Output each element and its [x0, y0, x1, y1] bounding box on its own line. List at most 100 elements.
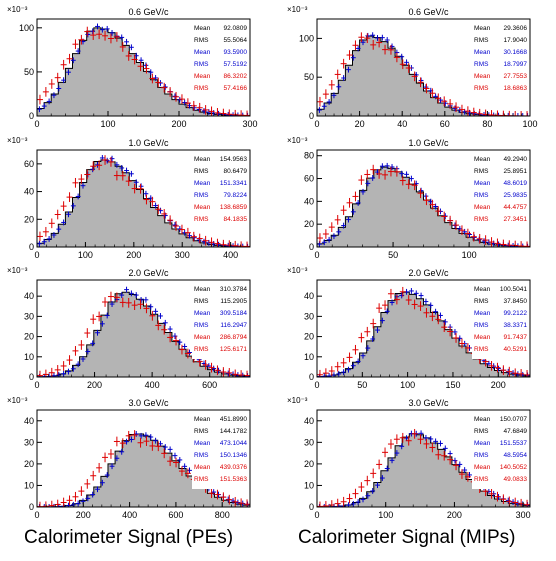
- stat-label: RMS: [194, 322, 209, 329]
- x-tick-label: 20: [355, 119, 365, 129]
- stats-background: [192, 413, 249, 489]
- y-tick-label: 20: [24, 214, 34, 224]
- stat-label: Mean: [194, 156, 211, 163]
- panel-title: 2.0 GeV/c: [128, 268, 169, 278]
- stat-value: 47.6849: [504, 428, 528, 435]
- x-tick-label: 200: [491, 380, 506, 390]
- y-tick-label: 40: [24, 187, 34, 197]
- stat-value: 49.2940: [504, 156, 528, 163]
- y-axis-ticks: 0 10 20 30 40: [24, 291, 42, 382]
- stat-value: 93.5900: [224, 49, 248, 56]
- histogram-panel: 0 20 40 60 80 100 0 50 100 ×10⁻³ 0.6 GeV/c Mean 29.3…: [287, 5, 538, 129]
- y-tick-label: 10: [24, 480, 34, 490]
- x-tick-label: 100: [400, 380, 415, 390]
- x-axis-ticks: 0 20 40 60 80 100: [314, 111, 538, 129]
- series-red: [37, 155, 250, 247]
- x-tick-label: 200: [447, 510, 462, 520]
- stat-value: 40.5291: [504, 346, 528, 353]
- x-tick-label: 80: [482, 119, 492, 129]
- panel-title: 1.0 GeV/c: [408, 138, 449, 148]
- y-exponent-label: ×10⁻³: [287, 396, 308, 405]
- stat-label: Mean: [474, 73, 491, 80]
- y-tick-label: 0: [309, 242, 314, 252]
- plot-area: [317, 286, 530, 377]
- y-axis-ticks: 0 50 100: [19, 23, 42, 121]
- stats-background: [192, 153, 249, 229]
- y-tick-label: 10: [24, 352, 34, 362]
- histogram-reference-fill: [317, 291, 530, 377]
- stat-value: 38.3371: [504, 322, 528, 329]
- x-tick-label: 50: [357, 380, 367, 390]
- stat-value: 115.2905: [220, 298, 247, 305]
- y-tick-label: 10: [304, 480, 314, 490]
- x-tick-label: 50: [388, 250, 398, 260]
- plot-frame: [316, 279, 531, 378]
- y-tick-label: 20: [24, 332, 34, 342]
- stat-value: 116.2947: [220, 322, 247, 329]
- stat-label: Mean: [474, 180, 491, 187]
- stat-label: RMS: [194, 85, 209, 92]
- stat-value: 91.7437: [504, 334, 528, 341]
- panel-title: 3.0 GeV/c: [408, 398, 449, 408]
- series-blue: [317, 162, 530, 247]
- stat-value: 473.1044: [220, 440, 247, 447]
- stat-label: Mean: [474, 464, 491, 471]
- x-tick-label: 100: [522, 119, 537, 129]
- y-tick-label: 20: [304, 459, 314, 469]
- y-tick-label: 0: [309, 111, 314, 121]
- stat-value: 92.0809: [224, 25, 248, 32]
- stat-label: RMS: [194, 476, 209, 483]
- stat-label: Mean: [194, 464, 211, 471]
- x-tick-label: 400: [145, 380, 160, 390]
- stat-label: RMS: [194, 216, 209, 223]
- x-tick-label: 800: [215, 510, 230, 520]
- y-tick-label: 40: [24, 291, 34, 301]
- stat-label: RMS: [194, 61, 209, 68]
- plot-frame: [36, 279, 251, 378]
- histogram-panel: 0 100 200 300 0 10 20 30 40 ×10⁻³ 3.0 GeV/c Mean 150…: [287, 396, 531, 520]
- series-blue: [37, 155, 250, 247]
- histogram-panel: 0 50 100 150 200 0 10 20 30 40 ×10⁻³ 2.0 GeV/c Mean 1…: [287, 266, 531, 390]
- y-axis-ticks: 0 10 20 30 40: [304, 416, 322, 512]
- panel-title: 1.0 GeV/c: [128, 138, 169, 148]
- stat-label: Mean: [474, 25, 491, 32]
- stat-label: RMS: [474, 428, 489, 435]
- y-tick-label: 0: [29, 242, 34, 252]
- stat-label: Mean: [194, 416, 211, 423]
- y-tick-label: 0: [309, 372, 314, 382]
- plot-area: [37, 155, 250, 247]
- stat-value: 55.5064: [224, 37, 248, 44]
- plot-frame: [316, 18, 531, 117]
- y-tick-label: 40: [304, 291, 314, 301]
- y-tick-label: 40: [304, 416, 314, 426]
- y-axis-ticks: 0 20 40 60: [24, 159, 42, 252]
- stat-label: Mean: [474, 286, 491, 293]
- stat-label: RMS: [474, 452, 489, 459]
- x-tick-label: 200: [87, 380, 102, 390]
- stat-value: 48.5954: [504, 452, 528, 459]
- y-exponent-label: ×10⁻³: [287, 266, 308, 275]
- stats-box: Mean 150.0707 RMS 47.6849 Mean 151.5537 RMS 48.…: [472, 413, 529, 489]
- stat-value: 29.3606: [504, 25, 528, 32]
- plot-frame: [36, 409, 251, 508]
- y-tick-label: 100: [299, 33, 314, 43]
- y-tick-label: 0: [29, 372, 34, 382]
- stat-label: RMS: [474, 192, 489, 199]
- stat-value: 57.4166: [224, 85, 248, 92]
- y-tick-label: 60: [24, 159, 34, 169]
- stat-label: RMS: [474, 216, 489, 223]
- y-tick-label: 50: [24, 67, 34, 77]
- x-axis-ticks: 0 50 100 150 200: [314, 372, 526, 390]
- y-tick-label: 100: [19, 23, 34, 33]
- series-blue: [37, 23, 250, 116]
- stat-value: 57.5192: [224, 61, 248, 68]
- y-exponent-label: ×10⁻³: [7, 266, 28, 275]
- stats-box: Mean 154.9563 RMS 80.6479 Mean 151.3341 RMS 79.…: [192, 153, 249, 229]
- series-red: [37, 26, 250, 116]
- stat-label: Mean: [194, 440, 211, 447]
- histogram-panel: 0 200 400 600 0 10 20 30 40 ×10⁻³ 2.0 GeV/c Mean 310…: [7, 266, 251, 390]
- stat-label: Mean: [194, 310, 211, 317]
- x-tick-label: 0: [314, 380, 319, 390]
- x-tick-label: 600: [202, 380, 217, 390]
